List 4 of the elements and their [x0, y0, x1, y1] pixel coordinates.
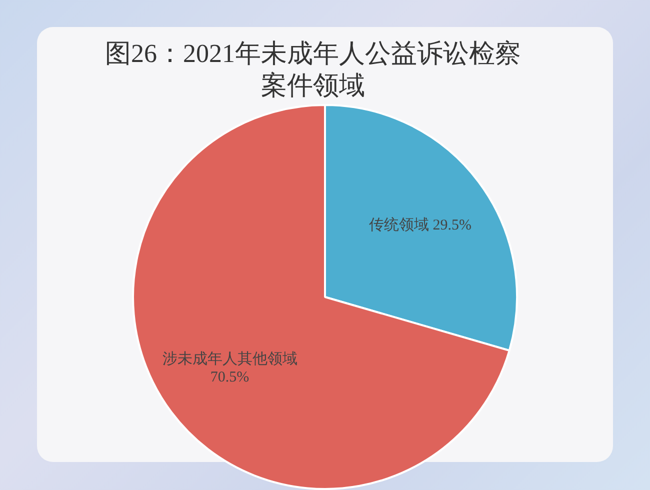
slice-label: 涉未成年人其他领域: [162, 350, 298, 368]
slice-label: 传统领域 29.5%: [368, 216, 472, 234]
chart-title: 图26：2021年未成年人公益诉讼检察案件领域: [104, 38, 522, 102]
data-label: 70.5%: [210, 369, 250, 386]
